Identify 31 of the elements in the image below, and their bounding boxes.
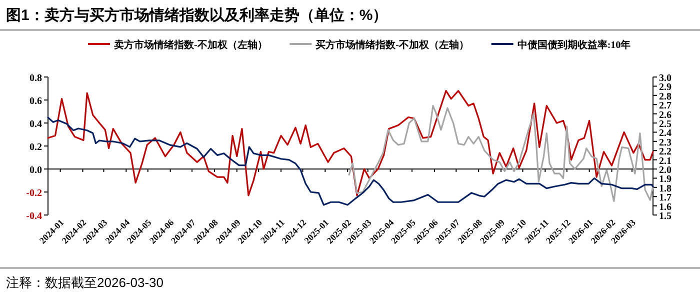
y-tick-label: 0.8 bbox=[30, 73, 42, 84]
y2-tick-label: 2.6 bbox=[659, 110, 672, 121]
y2-tick-label: 1.7 bbox=[659, 192, 672, 204]
y2-tick-label: 2.5 bbox=[659, 119, 672, 130]
line-series bbox=[47, 116, 654, 206]
y-tick-label: 0.2 bbox=[30, 142, 42, 153]
y-tick-label: 0.4 bbox=[30, 119, 42, 130]
chart-title: 图1：卖方与买方市场情绪指数以及利率走势（单位：%） bbox=[6, 6, 388, 24]
y-tick-label: 0.0 bbox=[30, 165, 42, 176]
legend-label: 卖方市场情绪指数-不加权（左轴） bbox=[114, 39, 268, 51]
y2-tick-label: 2.0 bbox=[659, 165, 672, 176]
text: 注释：数据截至2026-03-30 bbox=[6, 275, 164, 290]
y2-tick-label: 1.8 bbox=[659, 183, 672, 194]
y2-tick-label: 2.3 bbox=[659, 137, 672, 148]
y2-tick-label: 2.7 bbox=[659, 100, 672, 112]
y-tick-label: 0.6 bbox=[30, 96, 42, 107]
y2-tick-label: 2.2 bbox=[659, 146, 672, 158]
y2-tick-label: 3.0 bbox=[659, 73, 672, 84]
line-series bbox=[47, 90, 654, 196]
y2-tick-label: 2.9 bbox=[659, 82, 672, 94]
line-series bbox=[348, 104, 654, 202]
y2-tick-label: 1.6 bbox=[659, 202, 672, 213]
y2-tick-label: 1.5 bbox=[659, 211, 672, 222]
y2-tick-label: 2.1 bbox=[659, 156, 672, 167]
y2-tick-label: 2.8 bbox=[659, 91, 672, 102]
y2-tick-label: 1.9 bbox=[659, 174, 672, 186]
legend-label: 中债国债到期收益率:10年 bbox=[517, 39, 631, 51]
legend-label: 买方市场情绪指数-不加权（左轴） bbox=[316, 39, 470, 51]
y2-tick-label: 2.4 bbox=[659, 128, 672, 140]
y-tick-label: -0.4 bbox=[26, 211, 42, 222]
y-tick-label: -0.2 bbox=[26, 188, 42, 199]
